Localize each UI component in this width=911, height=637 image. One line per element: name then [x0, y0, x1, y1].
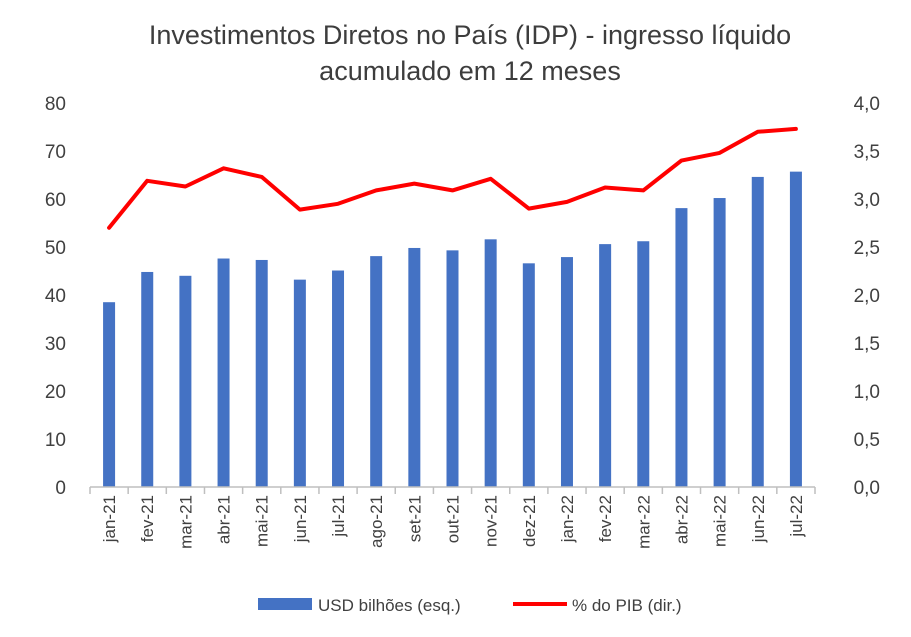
bar-jul-21: [332, 270, 345, 487]
x-tick-label: out-21: [444, 495, 463, 543]
y-left-tick-label: 80: [45, 94, 66, 115]
legend-bar-swatch: [258, 598, 312, 610]
y-left-tick-label: 10: [45, 430, 66, 451]
x-tick-label: jan-21: [100, 495, 119, 543]
y-left-tick-label: 50: [45, 238, 66, 259]
bar-jul-22: [789, 171, 802, 487]
chart-title: Investimentos Diretos no País (IDP) - in…: [149, 20, 791, 86]
y-left-tick-label: 20: [45, 382, 66, 403]
y-right-tick-label: 0,0: [854, 478, 880, 499]
bar-abr-21: [217, 258, 230, 487]
bar-nov-21: [484, 239, 497, 487]
x-tick-label: mar-21: [176, 495, 195, 549]
legend-bar-label: USD bilhões (esq.): [318, 596, 461, 615]
y-axis-right: 0,0 0,5 1,0 1,5 2,0 2,5 3,0 3,5 4,0: [854, 94, 880, 499]
x-tick-label: set-21: [405, 495, 424, 542]
x-tick-label: jun-21: [291, 495, 310, 543]
x-tick-label: mar-22: [634, 495, 653, 549]
y-right-tick-label: 3,0: [854, 190, 880, 211]
bar-mai-21: [255, 259, 268, 487]
bar-fev-21: [141, 271, 154, 487]
pib-line-series: [107, 126, 798, 230]
x-tick-label: jul-22: [787, 495, 806, 538]
x-axis-labels: jan-21 fev-21 mar-21 abr-21 mai-21 jun-21 jul-…: [100, 495, 806, 549]
bar-set-21: [408, 247, 421, 487]
x-tick-label: ago-21: [367, 495, 386, 548]
legend-line-label: % do PIB (dir.): [572, 596, 682, 615]
bar-jun-21: [293, 279, 306, 487]
x-tick-label: dez-21: [520, 495, 539, 547]
y-left-tick-label: 30: [45, 334, 66, 355]
y-axis-left: 0 10 20 30 40 50 60 70 80: [45, 94, 66, 499]
x-tick-label: jan-22: [558, 495, 577, 543]
y-right-tick-label: 0,5: [854, 430, 880, 451]
bar-mai-22: [713, 198, 726, 488]
x-tick-label: fev-21: [138, 495, 157, 542]
y-right-tick-label: 3,5: [854, 142, 880, 163]
bar-mar-21: [179, 275, 192, 487]
bar-out-21: [446, 250, 459, 487]
bar-jan-21: [103, 302, 116, 487]
x-tick-label: abr-21: [215, 495, 234, 544]
chart-title-line-2: acumulado em 12 meses: [319, 56, 621, 86]
bar-jun-22: [751, 176, 764, 488]
y-right-tick-label: 1,5: [854, 334, 880, 355]
bar-ago-21: [370, 256, 383, 487]
x-tick-label: mai-21: [253, 495, 272, 547]
bar-mar-22: [637, 241, 650, 487]
bar-jan-22: [560, 257, 573, 487]
x-tick-label: jun-22: [749, 495, 768, 543]
bar-series: [103, 171, 802, 488]
x-tick-label: nov-21: [482, 495, 501, 547]
y-right-tick-label: 1,0: [854, 382, 880, 403]
bar-dez-21: [522, 263, 535, 487]
y-left-tick-label: 70: [45, 142, 66, 163]
chart-title-line-1: Investimentos Diretos no País (IDP) - in…: [149, 20, 791, 50]
y-left-tick-label: 40: [45, 286, 66, 307]
bar-abr-22: [675, 208, 688, 487]
y-right-tick-label: 2,5: [854, 238, 880, 259]
y-left-tick-label: 60: [45, 190, 66, 211]
x-tick-label: mai-22: [711, 495, 730, 547]
x-tick-label: fev-22: [596, 495, 615, 542]
legend: USD bilhões (esq.) % do PIB (dir.): [258, 596, 682, 615]
bar-fev-22: [599, 244, 612, 487]
y-right-tick-label: 4,0: [854, 94, 880, 115]
x-tick-label: abr-22: [672, 495, 691, 544]
y-left-tick-label: 0: [55, 478, 66, 499]
y-right-tick-label: 2,0: [854, 286, 880, 307]
x-axis-ticks: [89, 487, 816, 494]
x-tick-label: jul-21: [329, 495, 348, 538]
